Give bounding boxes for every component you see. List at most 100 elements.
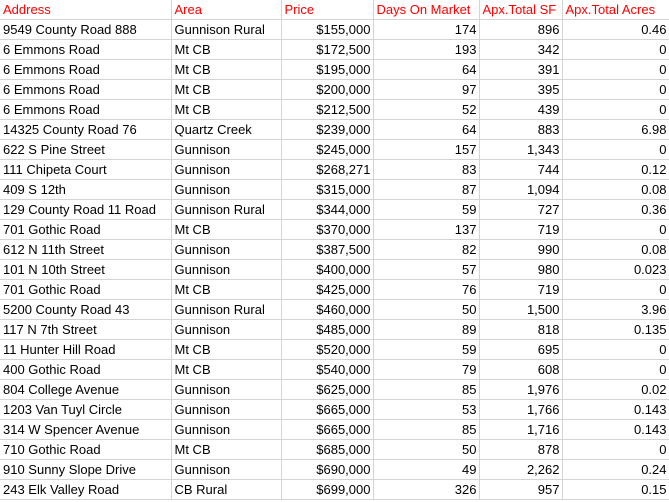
total-sf-cell[interactable]: 883 (479, 119, 563, 140)
total-sf-cell[interactable]: 727 (479, 199, 563, 220)
total-sf-cell[interactable]: 1,976 (479, 379, 563, 400)
days-on-market-cell[interactable]: 57 (373, 259, 480, 280)
days-on-market-cell[interactable]: 52 (373, 99, 480, 120)
price-cell[interactable]: $460,000 (281, 299, 374, 320)
days-on-market-cell[interactable]: 50 (373, 299, 480, 320)
area-cell[interactable]: Gunnison (171, 419, 282, 440)
total-sf-cell[interactable]: 1,716 (479, 419, 563, 440)
address-cell[interactable]: 6 Emmons Road (0, 79, 172, 100)
address-cell[interactable]: 11 Hunter Hill Road (0, 339, 172, 360)
address-cell[interactable]: 5200 County Road 43 (0, 299, 172, 320)
total-acres-cell[interactable]: 0 (562, 219, 669, 240)
total-acres-cell[interactable]: 0 (562, 39, 669, 60)
address-cell[interactable]: 314 W Spencer Avenue (0, 419, 172, 440)
price-cell[interactable]: $212,500 (281, 99, 374, 120)
days-on-market-cell[interactable]: 89 (373, 319, 480, 340)
price-cell[interactable]: $485,000 (281, 319, 374, 340)
total-sf-cell[interactable]: 1,766 (479, 399, 563, 420)
area-cell[interactable]: Gunnison (171, 459, 282, 480)
days-on-market-cell[interactable]: 174 (373, 19, 480, 40)
days-on-market-cell[interactable]: 87 (373, 179, 480, 200)
address-cell[interactable]: 710 Gothic Road (0, 439, 172, 460)
total-sf-cell[interactable]: 990 (479, 239, 563, 260)
area-cell[interactable]: Gunnison Rural (171, 199, 282, 220)
days-on-market-cell[interactable]: 59 (373, 339, 480, 360)
area-cell[interactable]: Gunnison (171, 179, 282, 200)
address-cell[interactable]: 400 Gothic Road (0, 359, 172, 380)
price-cell[interactable]: $425,000 (281, 279, 374, 300)
price-cell[interactable]: $195,000 (281, 59, 374, 80)
area-cell[interactable]: Gunnison (171, 399, 282, 420)
address-cell[interactable]: 701 Gothic Road (0, 219, 172, 240)
price-cell[interactable]: $245,000 (281, 139, 374, 160)
total-sf-cell[interactable]: 878 (479, 439, 563, 460)
days-on-market-cell[interactable]: 193 (373, 39, 480, 60)
price-cell[interactable]: $540,000 (281, 359, 374, 380)
total-acres-cell[interactable]: 0.08 (562, 239, 669, 260)
price-cell[interactable]: $699,000 (281, 479, 374, 500)
total-acres-cell[interactable]: 0 (562, 339, 669, 360)
total-acres-cell[interactable]: 0 (562, 139, 669, 160)
address-cell[interactable]: 101 N 10th Street (0, 259, 172, 280)
area-cell[interactable]: Gunnison Rural (171, 19, 282, 40)
price-cell[interactable]: $665,000 (281, 399, 374, 420)
total-sf-cell[interactable]: 342 (479, 39, 563, 60)
total-sf-cell[interactable]: 719 (479, 279, 563, 300)
total-sf-cell[interactable]: 391 (479, 59, 563, 80)
price-cell[interactable]: $268,271 (281, 159, 374, 180)
price-cell[interactable]: $315,000 (281, 179, 374, 200)
area-cell[interactable]: Mt CB (171, 59, 282, 80)
total-acres-cell[interactable]: 0 (562, 279, 669, 300)
total-sf-cell[interactable]: 744 (479, 159, 563, 180)
total-acres-cell[interactable]: 0.12 (562, 159, 669, 180)
area-cell[interactable]: Mt CB (171, 339, 282, 360)
area-cell[interactable]: Gunnison (171, 259, 282, 280)
total-sf-cell[interactable]: 1,500 (479, 299, 563, 320)
total-sf-cell[interactable]: 2,262 (479, 459, 563, 480)
days-on-market-cell[interactable]: 157 (373, 139, 480, 160)
price-cell[interactable]: $665,000 (281, 419, 374, 440)
total-sf-cell[interactable]: 1,094 (479, 179, 563, 200)
address-cell[interactable]: 612 N 11th Street (0, 239, 172, 260)
address-cell[interactable]: 804 College Avenue (0, 379, 172, 400)
address-cell[interactable]: 14325 County Road 76 (0, 119, 172, 140)
area-cell[interactable]: Mt CB (171, 219, 282, 240)
total-acres-cell[interactable]: 0 (562, 59, 669, 80)
total-acres-cell[interactable]: 0.143 (562, 419, 669, 440)
price-cell[interactable]: $387,500 (281, 239, 374, 260)
price-cell[interactable]: $200,000 (281, 79, 374, 100)
days-on-market-cell[interactable]: 64 (373, 119, 480, 140)
total-sf-cell[interactable]: 1,343 (479, 139, 563, 160)
days-on-market-cell[interactable]: 50 (373, 439, 480, 460)
days-on-market-cell[interactable]: 53 (373, 399, 480, 420)
header-price[interactable]: Price (281, 0, 374, 20)
total-acres-cell[interactable]: 3.96 (562, 299, 669, 320)
area-cell[interactable]: Mt CB (171, 439, 282, 460)
address-cell[interactable]: 111 Chipeta Court (0, 159, 172, 180)
days-on-market-cell[interactable]: 85 (373, 379, 480, 400)
total-acres-cell[interactable]: 0.08 (562, 179, 669, 200)
area-cell[interactable]: Mt CB (171, 39, 282, 60)
address-cell[interactable]: 6 Emmons Road (0, 59, 172, 80)
address-cell[interactable]: 129 County Road 11 Road (0, 199, 172, 220)
total-acres-cell[interactable]: 6.98 (562, 119, 669, 140)
total-acres-cell[interactable]: 0 (562, 99, 669, 120)
area-cell[interactable]: Gunnison (171, 319, 282, 340)
price-cell[interactable]: $685,000 (281, 439, 374, 460)
area-cell[interactable]: Mt CB (171, 79, 282, 100)
total-sf-cell[interactable]: 608 (479, 359, 563, 380)
price-cell[interactable]: $520,000 (281, 339, 374, 360)
total-acres-cell[interactable]: 0.135 (562, 319, 669, 340)
price-cell[interactable]: $690,000 (281, 459, 374, 480)
area-cell[interactable]: Mt CB (171, 359, 282, 380)
address-cell[interactable]: 622 S Pine Street (0, 139, 172, 160)
address-cell[interactable]: 243 Elk Valley Road (0, 479, 172, 500)
total-sf-cell[interactable]: 395 (479, 79, 563, 100)
total-acres-cell[interactable]: 0 (562, 359, 669, 380)
days-on-market-cell[interactable]: 59 (373, 199, 480, 220)
total-sf-cell[interactable]: 439 (479, 99, 563, 120)
days-on-market-cell[interactable]: 326 (373, 479, 480, 500)
address-cell[interactable]: 409 S 12th (0, 179, 172, 200)
days-on-market-cell[interactable]: 97 (373, 79, 480, 100)
total-acres-cell[interactable]: 0.02 (562, 379, 669, 400)
